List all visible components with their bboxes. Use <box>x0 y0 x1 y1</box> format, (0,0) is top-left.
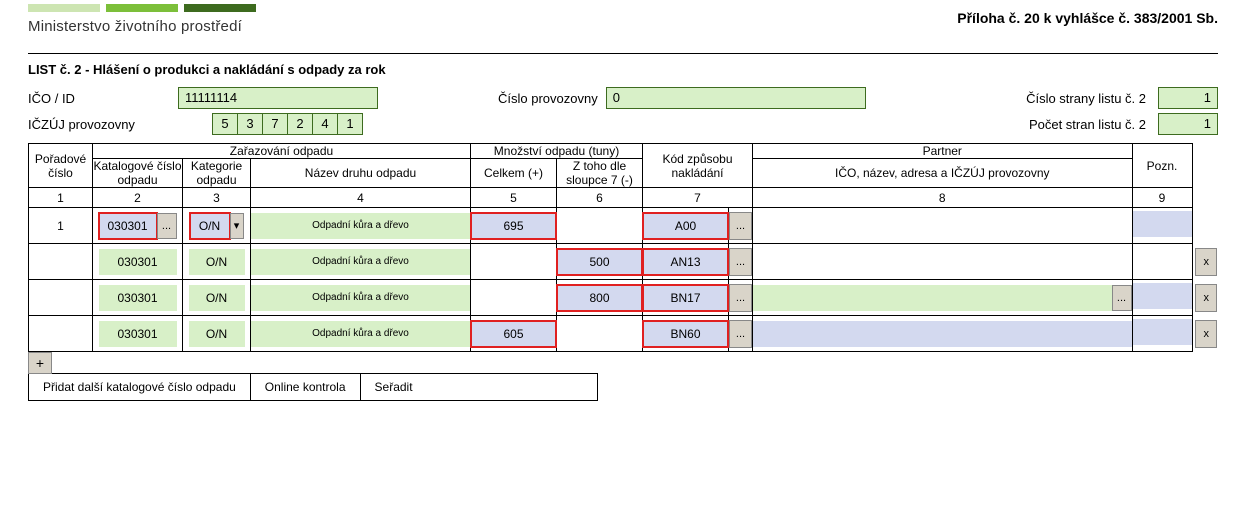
kategorie-input[interactable]: O/N <box>190 213 230 239</box>
kod-lookup-button[interactable]: ... <box>729 212 752 240</box>
pozn-input[interactable] <box>1133 319 1192 345</box>
col-poradove: Pořadové číslo <box>29 144 93 188</box>
ztoho-input[interactable]: 800 <box>557 285 642 311</box>
cislo-strany-input[interactable]: 1 <box>1158 87 1218 109</box>
iczuj-digit[interactable]: 7 <box>262 113 288 135</box>
partner-input[interactable] <box>753 285 1112 311</box>
pridat-katalog-button[interactable]: Přidat další katalogové číslo odpadu <box>29 374 251 400</box>
kod-lookup-button[interactable]: ... <box>729 248 752 276</box>
cislo-provozovny-input[interactable]: 0 <box>606 87 866 109</box>
ico-label: IČO / ID <box>28 91 128 106</box>
pozn-input[interactable] <box>1133 283 1192 309</box>
ico-input[interactable]: 11111114 <box>178 87 378 109</box>
colnum-9: 9 <box>1132 188 1192 208</box>
partner-lookup-button[interactable]: ... <box>1112 285 1132 311</box>
divider <box>28 53 1218 54</box>
list-title: LIST č. 2 - Hlášení o produkci a nakládá… <box>28 62 1218 77</box>
col-zarazovani: Zařazování odpadu <box>93 144 471 159</box>
kod-input[interactable]: BN60 <box>643 321 728 347</box>
colnum-4: 4 <box>251 188 471 208</box>
col-katalogove: Katalogové číslo odpadu <box>93 159 183 188</box>
kod-lookup-button[interactable]: ... <box>729 320 752 348</box>
col-kategorie: Kategorie odpadu <box>183 159 251 188</box>
iczuj-digit[interactable]: 3 <box>237 113 263 135</box>
pozn-input[interactable] <box>1133 211 1192 237</box>
nazev-cell: Odpadní kůra a dřevo <box>251 249 470 275</box>
iczuj-digit[interactable]: 2 <box>287 113 313 135</box>
iczuj-digit[interactable]: 4 <box>312 113 338 135</box>
colnum-3: 3 <box>183 188 251 208</box>
iczuj-digit[interactable]: 1 <box>337 113 363 135</box>
delete-row-button[interactable]: x <box>1195 320 1217 348</box>
col-kod: Kód způsobu nakládání <box>643 144 753 188</box>
nazev-cell: Odpadní kůra a dřevo <box>251 285 470 311</box>
ministry-label: Ministerstvo životního prostředí <box>28 18 256 35</box>
katalog-input[interactable]: 030301 <box>99 249 177 275</box>
delete-row-button[interactable]: x <box>1195 284 1217 312</box>
colnum-8: 8 <box>753 188 1133 208</box>
katalog-input[interactable]: 030301 <box>99 213 157 239</box>
poradove-cell <box>29 316 93 352</box>
pocet-stran-label: Počet stran listu č. 2 <box>1029 117 1146 132</box>
priloha-label: Příloha č. 20 k vyhlášce č. 383/2001 Sb. <box>957 4 1218 26</box>
kategorie-input[interactable]: O/N <box>189 285 245 311</box>
iczuj-label: IČZÚJ provozovny <box>28 117 178 132</box>
cislo-provozovny-label: Číslo provozovny <box>498 91 598 106</box>
kategorie-dropdown-icon[interactable]: ▾ <box>230 213 244 239</box>
celkem-input[interactable]: 605 <box>471 321 556 347</box>
col-pozn: Pozn. <box>1132 144 1192 188</box>
cislo-strany-label: Číslo strany listu č. 2 <box>1026 91 1146 106</box>
kategorie-input[interactable]: O/N <box>189 321 245 347</box>
iczuj-digit[interactable]: 5 <box>212 113 238 135</box>
poradove-cell: 1 <box>29 208 93 244</box>
celkem-input[interactable]: 695 <box>471 213 556 239</box>
col-partner-sub: IČO, název, adresa a IČZÚJ provozovny <box>753 159 1133 188</box>
col-celkem: Celkem (+) <box>471 159 557 188</box>
table-row: 030301 O/NOdpadní kůra a dřevo 500AN13... x <box>29 244 1219 280</box>
poradove-cell <box>29 244 93 280</box>
table-row: 1030301... O/N▾ Odpadní kůra a dřevo695 A00… <box>29 208 1219 244</box>
logo-bars <box>28 4 256 12</box>
nazev-cell: Odpadní kůra a dřevo <box>251 213 470 239</box>
delete-row-button[interactable]: x <box>1195 248 1217 276</box>
nazev-cell: Odpadní kůra a dřevo <box>251 321 470 347</box>
kod-lookup-button[interactable]: ... <box>729 284 752 312</box>
waste-table: Pořadové číslo Zařazování odpadu Množstv… <box>28 143 1218 352</box>
katalog-input[interactable]: 030301 <box>99 285 177 311</box>
iczuj-cells[interactable]: 537241 <box>212 113 363 135</box>
seradit-button[interactable]: Seřadit <box>361 374 427 400</box>
colnum-5: 5 <box>471 188 557 208</box>
kod-input[interactable]: BN17 <box>643 285 728 311</box>
kategorie-input[interactable]: O/N <box>189 249 245 275</box>
add-row-button[interactable]: + <box>28 352 52 374</box>
colnum-2: 2 <box>93 188 183 208</box>
katalog-lookup-button[interactable]: ... <box>157 213 177 239</box>
col-partner: Partner <box>753 144 1133 159</box>
colnum-1: 1 <box>29 188 93 208</box>
col-ztoho: Z toho dle sloupce 7 (-) <box>557 159 643 188</box>
pocet-stran-input[interactable]: 1 <box>1158 113 1218 135</box>
table-row: 030301 O/NOdpadní kůra a dřevo 800BN17....… <box>29 280 1219 316</box>
online-kontrola-button[interactable]: Online kontrola <box>251 374 361 400</box>
partner-input[interactable] <box>753 321 1132 347</box>
colnum-7: 7 <box>643 188 753 208</box>
col-mnozstvi: Množství odpadu (tuny) <box>471 144 643 159</box>
katalog-input[interactable]: 030301 <box>99 321 177 347</box>
colnum-6: 6 <box>557 188 643 208</box>
ztoho-input[interactable]: 500 <box>557 249 642 275</box>
table-row: 030301 O/NOdpadní kůra a dřevo605 BN60... x <box>29 316 1219 352</box>
kod-input[interactable]: AN13 <box>643 249 728 275</box>
poradove-cell <box>29 280 93 316</box>
kod-input[interactable]: A00 <box>643 213 728 239</box>
col-nazev: Název druhu odpadu <box>251 159 471 188</box>
